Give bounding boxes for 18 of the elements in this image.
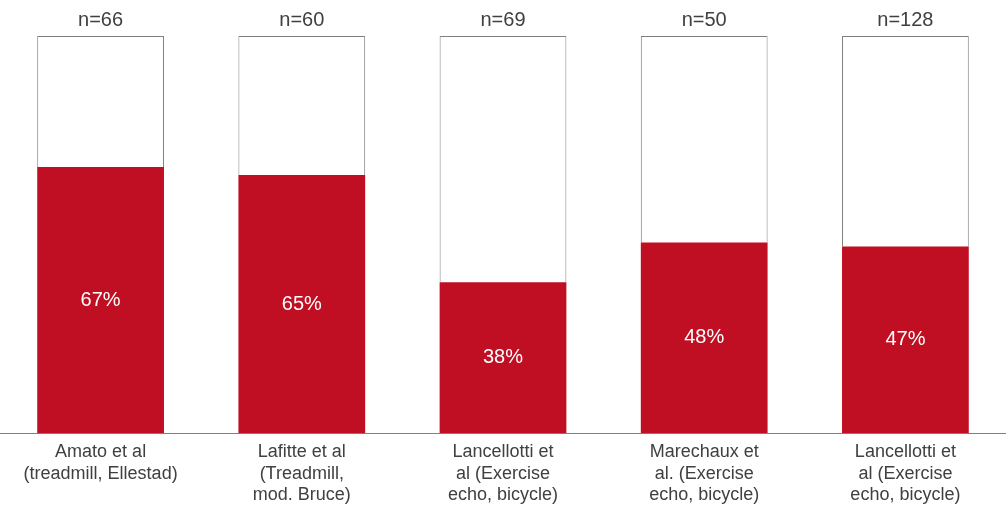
data-label: 65% [281,291,323,314]
text: n=66 [78,7,124,30]
data-label: 38% [482,345,524,368]
x-tick-label: Lancellotti et al (Exercise echo, bicycle) [447,440,559,505]
data-label: 67% [80,287,121,310]
x-tick-label: Amato et al (treadmill, Ellestad) [23,440,178,483]
x-tick-label: Lancellotti et al (Exercise echo, bicycle) [850,440,961,505]
text: n=128 [877,7,934,30]
bar [37,167,164,434]
bar [238,175,366,434]
text: n=50 [681,7,727,30]
data-label: 47% [885,327,926,350]
text: n=60 [279,7,325,30]
text: n=69 [480,7,526,30]
x-tick-label: Marechaux et al. (Exercise echo, bicycle) [649,440,760,505]
data-label: 48% [684,325,725,348]
x-tick-label: Lafitte et al (Treadmill, mod. Bruce) [252,440,351,505]
bar [842,246,969,434]
